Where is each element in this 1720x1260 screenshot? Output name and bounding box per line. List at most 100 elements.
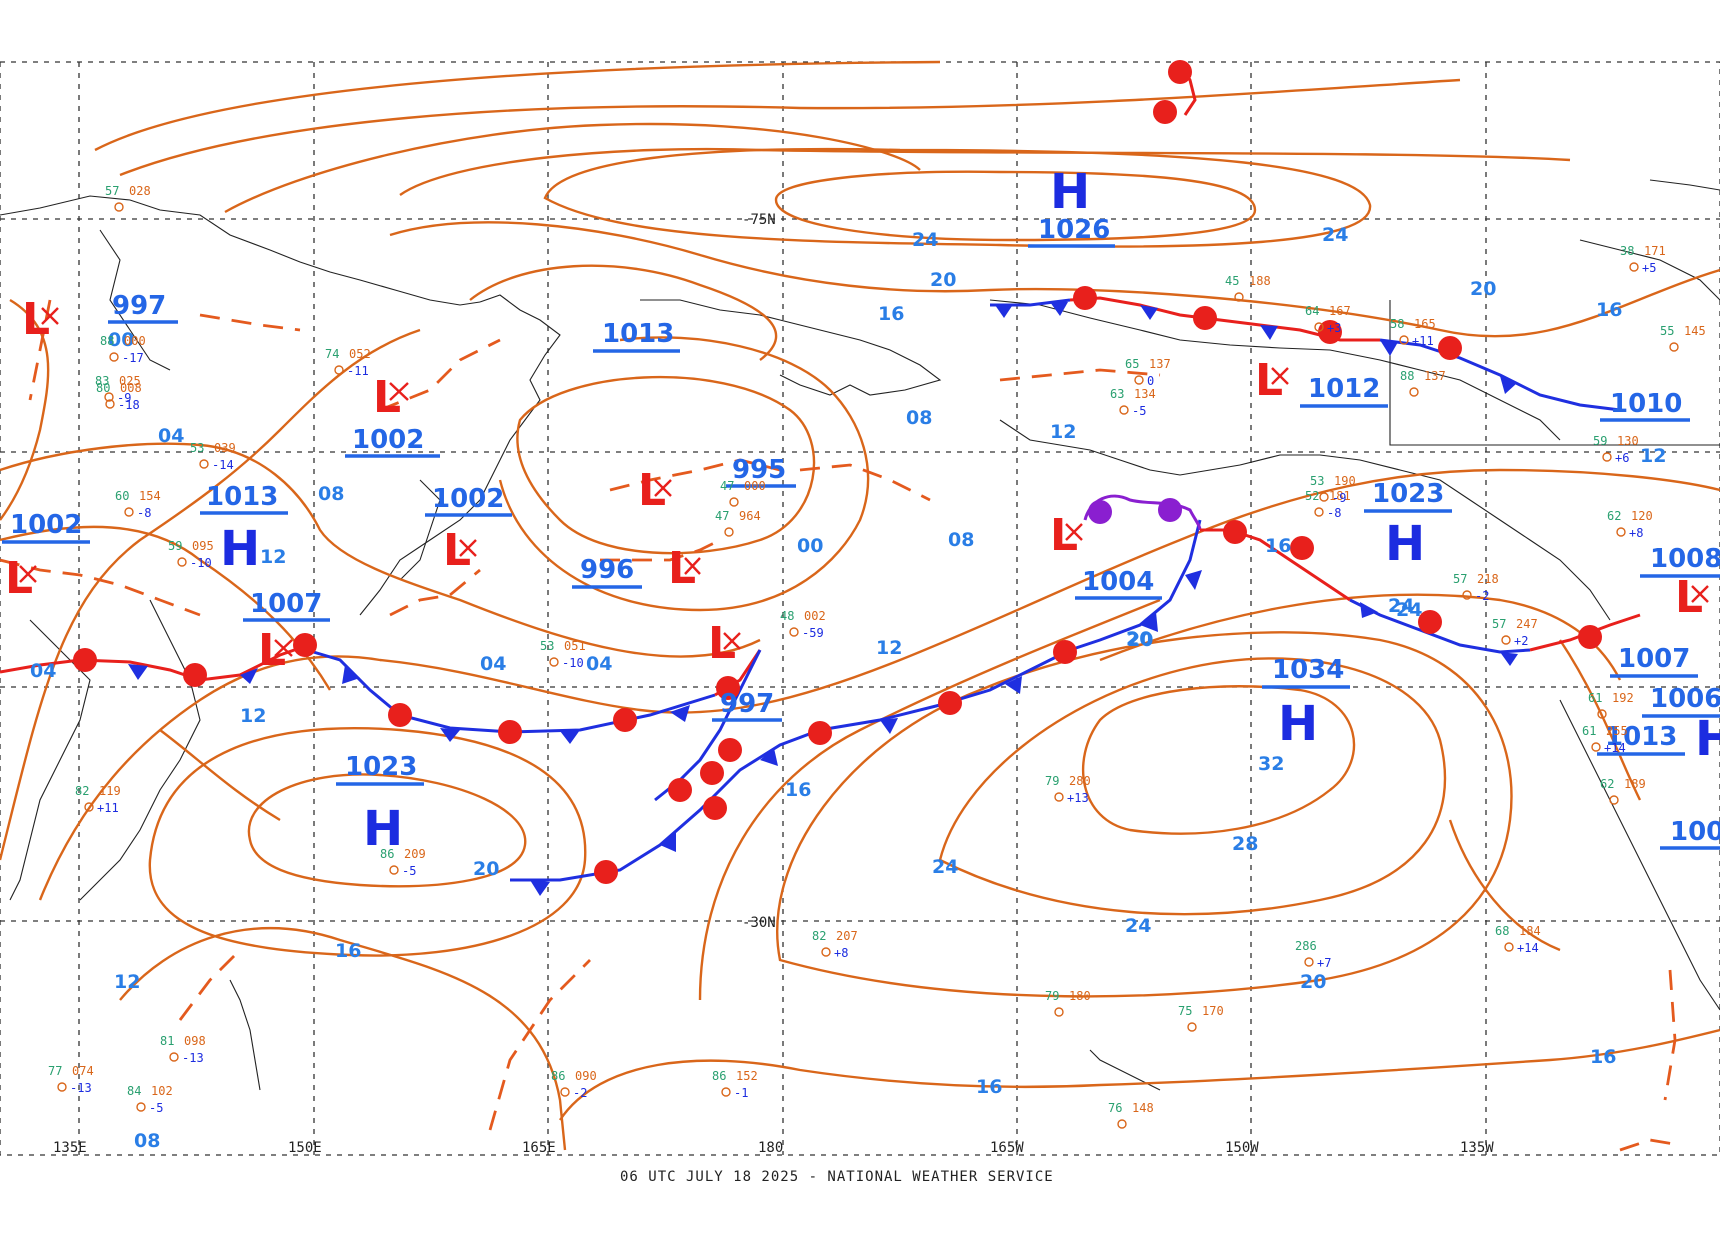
fronts	[0, 61, 1641, 882]
station-tendency: +2	[1514, 634, 1528, 648]
svg-text:L: L	[5, 553, 33, 604]
station-circle	[1117, 1119, 1127, 1129]
station-temp: 88	[1400, 369, 1414, 383]
station-pressure: 180	[1069, 989, 1091, 1003]
svg-text:1007: 1007	[1618, 644, 1690, 674]
low-1013-n: 1013	[593, 319, 680, 353]
station-tendency: -13	[70, 1081, 92, 1095]
station-tendency: +14	[1517, 941, 1539, 955]
station-pressure: 145	[1684, 324, 1706, 338]
station-temp: 82	[812, 929, 826, 943]
station-pressure: 964	[739, 509, 761, 523]
station-pressure: 280	[1069, 774, 1091, 788]
station-temp: 65	[1125, 357, 1139, 371]
station-plot: 59 095 -10	[168, 539, 214, 570]
station-circle	[104, 392, 114, 402]
station-pressure: 098	[184, 1034, 206, 1048]
svg-text:1002: 1002	[432, 484, 504, 514]
station-pressure: 170	[1202, 1004, 1224, 1018]
station-plot: 81 098 -13	[160, 1034, 206, 1065]
station-circle	[1134, 375, 1144, 385]
svg-text:996: 996	[580, 555, 634, 585]
station-pressure: 189	[1624, 777, 1646, 791]
station-temp: 52	[1305, 489, 1319, 503]
svg-text:L: L	[1255, 355, 1283, 406]
station-tendency: +7	[1317, 956, 1331, 970]
svg-text:1002: 1002	[352, 425, 424, 455]
map-footer: 06 UTC JULY 18 2025 - NATIONAL WEATHER S…	[620, 1169, 1054, 1185]
svg-text:12: 12	[1640, 445, 1666, 467]
svg-text:H: H	[220, 521, 260, 577]
svg-text:1026: 1026	[1038, 215, 1110, 245]
station-plot: 286+7	[1295, 939, 1331, 970]
station-tendency: -1	[734, 1086, 748, 1100]
station-tendency: -2	[573, 1086, 587, 1100]
station-pressure: 134	[1134, 387, 1156, 401]
station-pressure: 000	[744, 479, 766, 493]
station-tendency: +5	[1642, 261, 1656, 275]
station-plot: 80 008 -18	[96, 381, 142, 412]
high-1034: 1034 H	[1262, 655, 1350, 752]
svg-text:1023: 1023	[345, 752, 417, 782]
station-temp: 79	[1045, 774, 1059, 788]
station-temp: 61	[1582, 724, 1596, 738]
station-temp: 59	[168, 539, 182, 553]
svg-text:16: 16	[335, 940, 361, 962]
svg-text:100: 100	[1670, 817, 1720, 847]
svg-text:1013: 1013	[206, 482, 278, 512]
low-995: L 995	[638, 455, 796, 516]
svg-text:1007: 1007	[250, 589, 322, 619]
svg-text:04: 04	[30, 660, 56, 682]
station-plot: 61 255 +14	[1582, 724, 1628, 755]
station-pressure: 207	[836, 929, 858, 943]
station-tendency: -9	[117, 391, 131, 405]
station-circle	[1314, 507, 1324, 517]
station-temp: 62	[1600, 777, 1614, 791]
station-temp: 57	[1453, 572, 1467, 586]
station-pressure: 137	[1424, 369, 1446, 383]
station-circle	[1629, 262, 1639, 272]
svg-text:00: 00	[108, 329, 134, 351]
station-temp: 68	[1495, 924, 1509, 938]
station-temp: 64	[1305, 304, 1319, 318]
station-tendency: -18	[118, 398, 140, 412]
station-circle	[169, 1052, 179, 1062]
svg-text:16: 16	[1590, 1046, 1616, 1068]
low-1010: 1010	[1600, 389, 1690, 422]
station-pressure: 167	[1329, 304, 1351, 318]
station-circle	[1591, 742, 1601, 752]
lon-label: 150E	[288, 1140, 322, 1156]
svg-text:L: L	[373, 372, 401, 423]
station-circle	[1054, 792, 1064, 802]
station-circle	[724, 527, 734, 537]
station-temp: 84	[127, 1084, 141, 1098]
station-tendency: +11	[1412, 334, 1434, 348]
station-tendency: -10	[562, 656, 584, 670]
svg-text:L: L	[1050, 510, 1078, 561]
station-temp: 77	[48, 1064, 62, 1078]
svg-text:24: 24	[1322, 224, 1348, 246]
high-1006: 1006	[1642, 684, 1720, 718]
station-pressure: 165	[1414, 317, 1436, 331]
svg-text:04: 04	[586, 653, 612, 675]
station-circle	[721, 1087, 731, 1097]
station-plot: 79 180	[1045, 989, 1091, 1017]
station-plot: 82 207 +8	[812, 929, 858, 960]
svg-text:08: 08	[906, 407, 932, 429]
svg-text:L: L	[1675, 572, 1703, 623]
station-temp: 48	[780, 609, 794, 623]
station-plot: 83 025 -9	[95, 374, 141, 405]
station-temp: 59	[1593, 434, 1607, 448]
station-pressure: 152	[736, 1069, 758, 1083]
station-temp: 55	[1660, 324, 1674, 338]
station-circle	[1669, 342, 1679, 352]
station-plot: 47 964	[715, 509, 761, 537]
station-plot: 58 165 +11	[1390, 317, 1436, 348]
isobars	[0, 60, 1720, 1151]
high-1013-e: 1013 H	[1597, 711, 1720, 767]
low-1012: L 1012	[1255, 355, 1388, 408]
